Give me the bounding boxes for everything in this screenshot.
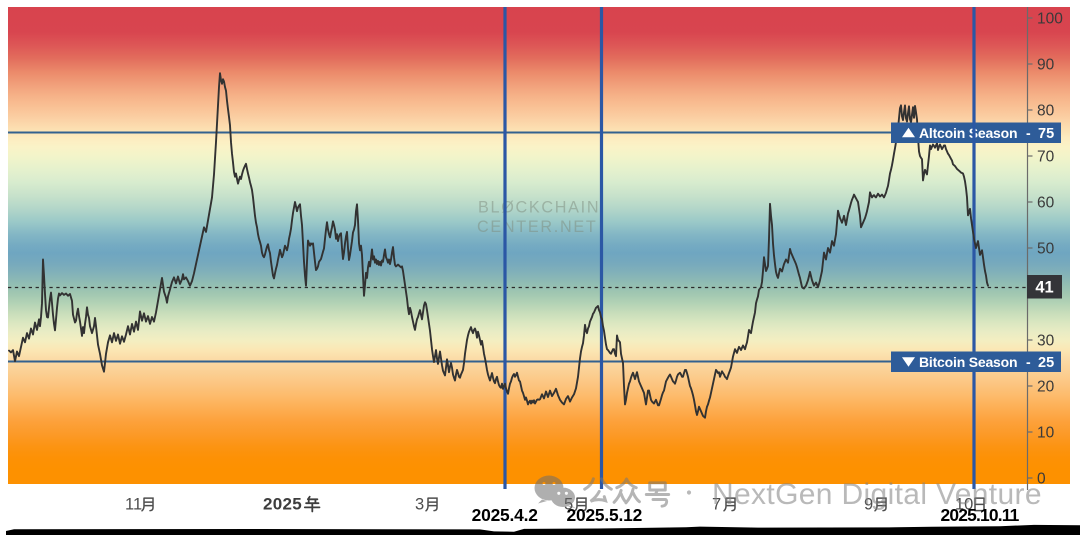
svg-text:7: 7	[712, 496, 721, 514]
svg-text:2025.5.12: 2025.5.12	[567, 505, 643, 525]
svg-text:75: 75	[1038, 126, 1054, 142]
svg-text:25: 25	[1038, 355, 1054, 371]
svg-text:41: 41	[1035, 279, 1053, 297]
svg-text:80: 80	[1037, 103, 1055, 120]
svg-text:90: 90	[1037, 57, 1055, 74]
svg-text:-: -	[1026, 125, 1031, 141]
svg-text:10: 10	[1037, 425, 1055, 442]
svg-text:-: -	[1026, 354, 1031, 370]
svg-text:CENTER.NET: CENTER.NET	[477, 218, 597, 236]
svg-text:NextGen Digital Venture: NextGen Digital Venture	[712, 478, 1042, 511]
svg-text:30: 30	[1037, 333, 1055, 350]
svg-text:2025.10.11: 2025.10.11	[940, 505, 1019, 525]
svg-text:3: 3	[415, 496, 424, 514]
svg-text:2025: 2025	[263, 495, 302, 514]
svg-text:70: 70	[1037, 149, 1055, 166]
svg-text:10: 10	[955, 496, 973, 514]
svg-text:0: 0	[1037, 471, 1046, 488]
svg-text:20: 20	[1037, 379, 1055, 396]
svg-text:2025.4.2: 2025.4.2	[472, 505, 538, 525]
svg-text:Bitcoin Season: Bitcoin Season	[919, 354, 1017, 370]
svg-text:9: 9	[864, 496, 873, 514]
svg-text:60: 60	[1037, 195, 1055, 212]
svg-text:50: 50	[1037, 241, 1055, 258]
svg-text:BLØCKCHAIN: BLØCKCHAIN	[478, 199, 600, 217]
svg-text:Altcoin Season: Altcoin Season	[919, 125, 1017, 141]
svg-text:100: 100	[1037, 11, 1063, 28]
svg-text:11: 11	[125, 496, 142, 514]
